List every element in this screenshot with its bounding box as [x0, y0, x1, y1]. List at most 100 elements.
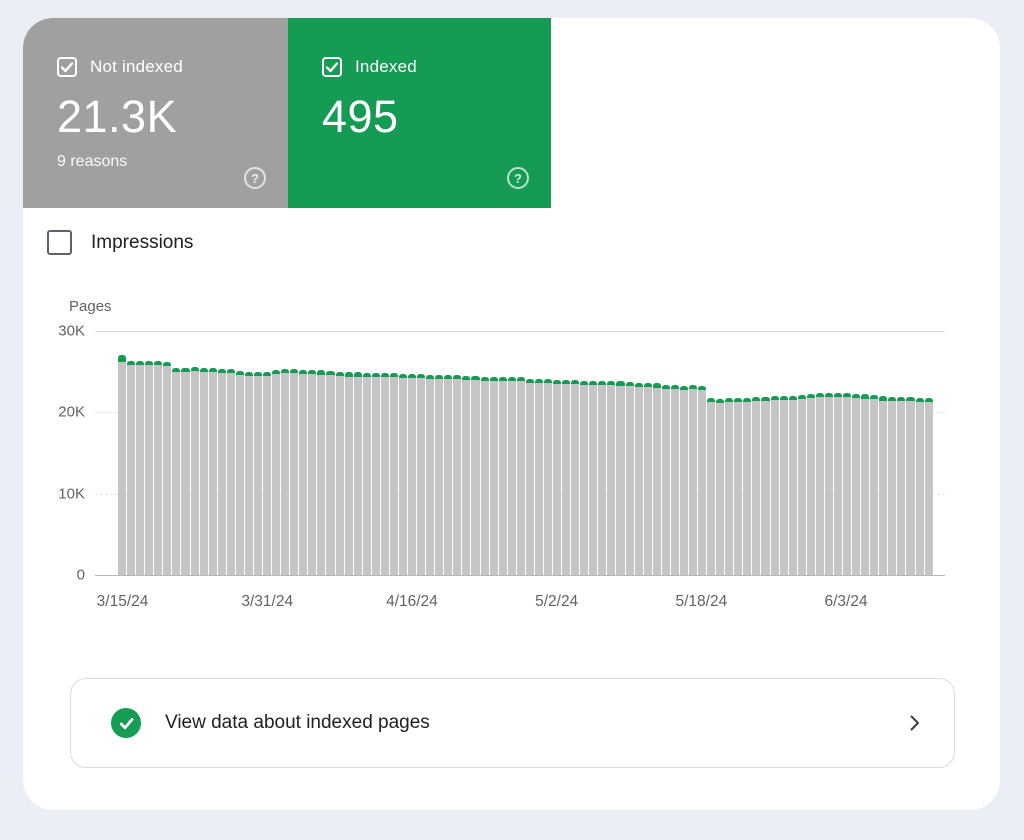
chart-bar[interactable]: [788, 395, 797, 575]
chart-bar[interactable]: [389, 373, 398, 575]
chart-bar[interactable]: [498, 376, 507, 575]
chart-bar[interactable]: [263, 371, 272, 575]
chart-bar[interactable]: [879, 396, 888, 575]
chart-bar[interactable]: [326, 370, 335, 575]
chart-bar[interactable]: [580, 380, 589, 575]
chart-bar[interactable]: [489, 376, 498, 575]
chart-bar[interactable]: [453, 375, 462, 575]
chart-bar[interactable]: [543, 379, 552, 575]
chart-bar[interactable]: [707, 398, 716, 575]
chart-bar[interactable]: [806, 393, 815, 575]
chart-bar[interactable]: [235, 371, 244, 575]
chart-bar[interactable]: [761, 396, 770, 575]
chart-bar[interactable]: [643, 383, 652, 575]
chart-bar[interactable]: [335, 372, 344, 575]
chart-bar[interactable]: [426, 374, 435, 575]
chart-bar[interactable]: [190, 367, 199, 575]
chart-bar[interactable]: [371, 372, 380, 575]
chart-bar[interactable]: [924, 397, 933, 575]
chart-bar[interactable]: [344, 372, 353, 575]
chart-bar[interactable]: [743, 397, 752, 575]
chart-bar[interactable]: [534, 379, 543, 575]
chart-bar[interactable]: [208, 368, 217, 575]
chart-bar[interactable]: [888, 396, 897, 575]
chart-bar[interactable]: [571, 380, 580, 575]
chart-bar[interactable]: [679, 385, 688, 575]
chart-bar[interactable]: [217, 368, 226, 575]
chart-bar[interactable]: [562, 380, 571, 575]
chevron-right-icon[interactable]: [902, 711, 926, 735]
help-icon[interactable]: ?: [244, 167, 266, 189]
chart-bar[interactable]: [906, 397, 915, 575]
chart-bar[interactable]: [353, 372, 362, 575]
chart-bar[interactable]: [634, 382, 643, 575]
chart-bar[interactable]: [181, 367, 190, 575]
chart-bar[interactable]: [897, 397, 906, 575]
chart-bar[interactable]: [444, 374, 453, 575]
help-icon[interactable]: ?: [507, 167, 529, 189]
chart-bar[interactable]: [299, 369, 308, 575]
chart-bar[interactable]: [833, 392, 842, 575]
indexed-checkbox[interactable]: [322, 57, 342, 77]
chart-bar[interactable]: [462, 375, 471, 575]
chart-bar[interactable]: [752, 397, 761, 575]
chart-bar[interactable]: [136, 361, 145, 575]
chart-bar[interactable]: [480, 376, 489, 575]
chart-bar[interactable]: [607, 381, 616, 575]
chart-bars[interactable]: [118, 331, 933, 575]
chart-bar[interactable]: [290, 369, 299, 575]
chart-bar[interactable]: [226, 369, 235, 575]
chart-bar[interactable]: [616, 381, 625, 575]
chart-bar[interactable]: [915, 397, 924, 575]
chart-bar[interactable]: [797, 395, 806, 575]
chart-bar[interactable]: [317, 370, 326, 575]
chart-bar[interactable]: [154, 361, 163, 575]
chart-bar[interactable]: [698, 385, 707, 575]
chart-bar[interactable]: [398, 373, 407, 575]
chart-bar[interactable]: [843, 393, 852, 575]
chart-bar[interactable]: [670, 385, 679, 575]
chart-bar[interactable]: [507, 377, 516, 575]
chart-bar[interactable]: [408, 374, 417, 575]
chart-bar[interactable]: [308, 370, 317, 575]
chart-bar[interactable]: [281, 369, 290, 575]
chart-bar[interactable]: [815, 393, 824, 575]
chart-bar[interactable]: [779, 396, 788, 575]
chart-bar[interactable]: [716, 398, 725, 575]
chart-bar[interactable]: [598, 381, 607, 575]
chart-bar[interactable]: [553, 379, 562, 575]
chart-bar[interactable]: [127, 361, 136, 575]
impressions-toggle[interactable]: Impressions: [47, 230, 193, 255]
not-indexed-card[interactable]: Not indexed 21.3K 9 reasons ?: [23, 18, 288, 208]
chart-bar[interactable]: [516, 377, 525, 575]
chart-bar[interactable]: [734, 397, 743, 575]
chart-bar[interactable]: [471, 376, 480, 575]
chart-bar[interactable]: [661, 384, 670, 575]
chart-bar[interactable]: [652, 383, 661, 575]
chart-bar[interactable]: [172, 368, 181, 575]
impressions-checkbox[interactable]: [47, 230, 72, 255]
chart-bar[interactable]: [163, 361, 172, 575]
chart-bar[interactable]: [852, 393, 861, 575]
chart-bar[interactable]: [380, 373, 389, 575]
chart-bar[interactable]: [589, 380, 598, 575]
chart-bar[interactable]: [417, 374, 426, 575]
chart-bar[interactable]: [145, 360, 154, 575]
chart-bar[interactable]: [725, 398, 734, 575]
chart-bar[interactable]: [625, 382, 634, 575]
chart-bar[interactable]: [525, 378, 534, 575]
view-indexed-data-link[interactable]: View data about indexed pages: [70, 678, 955, 768]
chart-bar[interactable]: [244, 371, 253, 575]
chart-bar[interactable]: [435, 374, 444, 575]
not-indexed-checkbox[interactable]: [57, 57, 77, 77]
chart-bar[interactable]: [118, 355, 127, 575]
chart-bar[interactable]: [824, 392, 833, 575]
chart-bar[interactable]: [688, 385, 697, 575]
chart-bar[interactable]: [272, 369, 281, 575]
chart-bar[interactable]: [870, 394, 879, 575]
chart-bar[interactable]: [770, 396, 779, 575]
chart-bar[interactable]: [199, 367, 208, 575]
chart-bar[interactable]: [362, 372, 371, 575]
chart-bar[interactable]: [861, 394, 870, 575]
chart-bar[interactable]: [253, 371, 262, 575]
